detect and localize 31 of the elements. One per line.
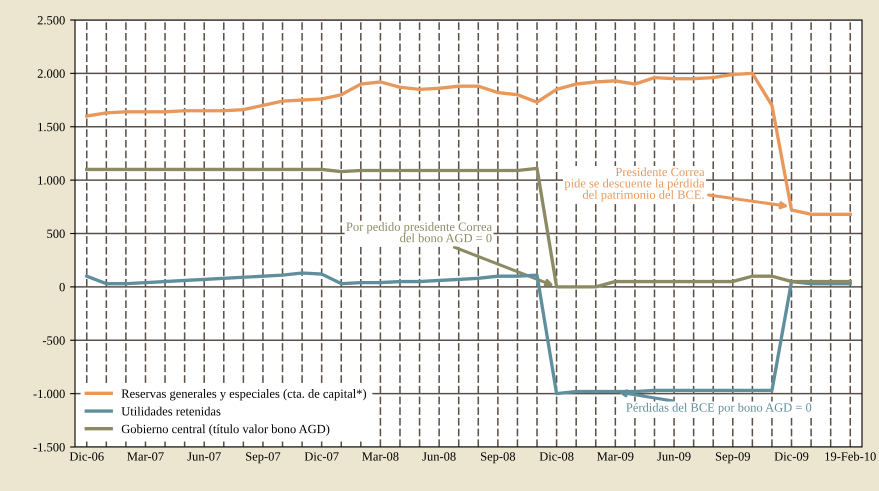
line-series [85, 72, 852, 216]
x-tick-label: Jun-08 [422, 452, 456, 461]
annotation: Presidente Correa pide se descuente la pérdida del patrimonio del BCE. [564, 167, 704, 202]
legend-label: Reservas generales y especiales (cta. de capital*) [122, 389, 366, 400]
legend-label: Gobierno central (título valor bono AGD) [122, 424, 330, 436]
x-tick-label: Sep-09 [716, 452, 750, 464]
x-tick-label: Jun-07 [187, 452, 221, 461]
y-tick-label: -1.500 [33, 443, 65, 452]
annotation: Pérdidas del BCE por bono AGD = 0 [626, 402, 812, 414]
x-tick-label: 19-Feb-10 [825, 452, 876, 461]
x-tick-label: Dic-08 [540, 452, 574, 461]
x-tick-label: Mar-08 [362, 452, 399, 461]
x-tick-label: Jun-09 [657, 452, 691, 461]
x-tick-label: Dic-06 [70, 452, 104, 461]
y-tick-label: -1.000 [33, 390, 65, 398]
y-tick-label: -500 [42, 336, 65, 345]
y-tick-label: 0 [60, 282, 65, 292]
y-tick-label: 2.000 [38, 69, 65, 78]
x-tick-label: Dic-07 [304, 452, 339, 461]
x-tick-label: Sep-08 [480, 452, 516, 464]
line-series [85, 166, 852, 289]
y-tick-label: 1.000 [38, 176, 65, 185]
x-tick-label: Dic-09 [774, 452, 808, 461]
x-tick-label: Sep-07 [246, 452, 280, 464]
legend-label: Utilidades retenidas [122, 406, 220, 416]
x-tick-label: Mar-07 [127, 452, 164, 461]
x-tick-label: Mar-09 [597, 452, 634, 461]
y-tick-label: 2.500 [38, 16, 65, 25]
annotation: Por pedido presidente Correa del bono AGD = 0 [346, 222, 492, 242]
y-tick-label: 1.500 [38, 122, 65, 132]
y-tick-label: 500 [47, 230, 65, 238]
